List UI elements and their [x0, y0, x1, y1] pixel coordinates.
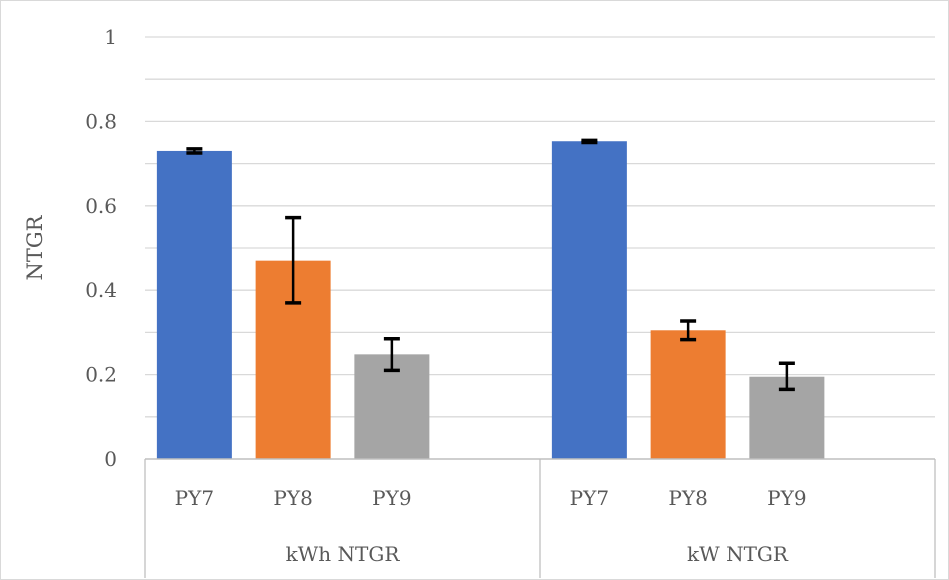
error-bars — [186, 138, 795, 392]
y-tick-label: 0.8 — [85, 109, 117, 133]
category-label: PY8 — [273, 486, 312, 510]
category-label: PY9 — [372, 486, 411, 510]
y-axis-title: NTGR — [23, 214, 47, 280]
group-label: kWh NTGR — [286, 542, 401, 566]
y-tick-label: 1 — [104, 25, 117, 49]
y-tick-label: 0.2 — [85, 363, 117, 387]
y-tick-label: 0 — [104, 447, 117, 471]
y-tick-label: 0.4 — [85, 278, 117, 302]
group-label: kW NTGR — [687, 542, 789, 566]
bar-kwh-py7 — [156, 150, 232, 459]
category-label: PY7 — [570, 486, 609, 510]
y-tick-labels: 0 0.2 0.4 0.6 0.8 1 — [85, 25, 117, 471]
bars — [156, 141, 825, 459]
category-label: PY7 — [175, 486, 214, 510]
y-tick-label: 0.6 — [85, 194, 117, 218]
category-label: PY8 — [668, 486, 707, 510]
category-axis: PY7 PY8 PY9 kWh NTGR PY7 PY8 PY9 kW NTGR — [144, 458, 936, 578]
bar-kw-py7 — [551, 141, 627, 459]
category-label: PY9 — [767, 486, 806, 510]
bar-kw-py8 — [650, 330, 726, 459]
